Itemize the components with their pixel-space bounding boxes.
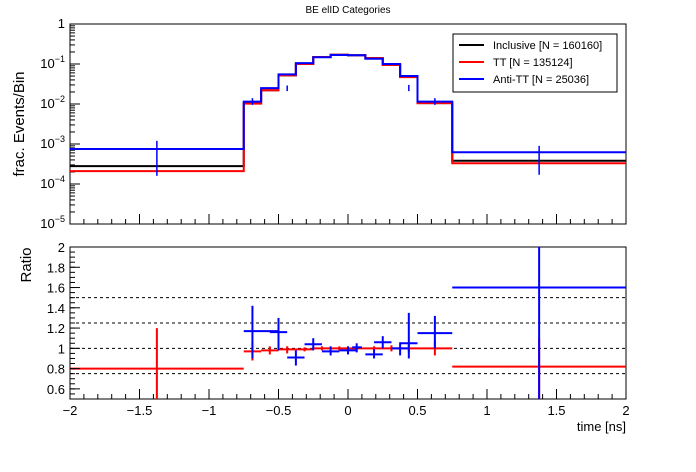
x-tick-label: −1 <box>202 403 217 418</box>
x-tick-label: 1.5 <box>547 403 565 418</box>
top-y-tick-label: 10−3 <box>40 134 65 151</box>
top-y-tick-label: 10−1 <box>40 54 65 71</box>
legend-label-tt: TT [N = 135124] <box>493 57 573 69</box>
bottom-y-tick-label: 1.4 <box>47 301 65 316</box>
legend-label-anti-tt: Anti-TT [N = 25036] <box>493 74 589 86</box>
x-tick-label: 0.5 <box>408 403 426 418</box>
top-y-axis-label: frac. Events/Bin <box>11 71 28 176</box>
x-axis-label: time [ns] <box>577 419 626 434</box>
top-y-tick-label: 10−5 <box>40 214 65 231</box>
x-tick-label: −2 <box>63 403 78 418</box>
top-histograms <box>70 53 626 173</box>
legend-label-inclusive: Inclusive [N = 160160] <box>493 40 602 52</box>
ratio-points <box>70 247 626 399</box>
top-x-axis-ticks <box>69 214 627 224</box>
bottom-y-tick-label: 1 <box>58 341 65 356</box>
chart-title: BE elID Categories <box>305 5 390 16</box>
bottom-y-tick-label: 0.6 <box>47 382 65 397</box>
x-tick-label: 0 <box>344 403 351 418</box>
bottom-y-axis: 0.6 0.8 1 1.2 1.4 1.6 1.8 2 <box>47 240 80 400</box>
bottom-y-tick-label: 1.6 <box>47 281 65 296</box>
x-tick-label: −0.5 <box>266 403 292 418</box>
bottom-y-tick-label: 0.8 <box>47 362 65 377</box>
bottom-panel: 0.6 0.8 1 1.2 1.4 1.6 1.8 2 −2 −1.5 −1 −0.5 0 0.5 1 1.… <box>18 240 630 434</box>
x-tick-label: 1 <box>483 403 490 418</box>
x-tick-label: −1.5 <box>127 403 153 418</box>
top-y-tick-label: 10−2 <box>40 94 65 111</box>
bottom-y-axis-label: Ratio <box>18 247 35 282</box>
histogram-series-2 <box>70 53 626 154</box>
x-tick-label: 2 <box>622 403 629 418</box>
top-error-bars <box>156 84 540 176</box>
legend: Inclusive [N = 160160] TT [N = 135124] A… <box>452 33 618 93</box>
top-y-tick-label: 1 <box>58 16 65 31</box>
top-panel: 1 10−1 10−2 10−3 10−4 10−5 frac. Events/Bin I… <box>11 16 627 231</box>
top-y-tick-label: 10−4 <box>40 174 65 191</box>
bottom-y-tick-label: 2 <box>58 240 65 255</box>
bottom-y-tick-label: 1.8 <box>47 260 65 275</box>
bottom-x-axis: −2 −1.5 −1 −0.5 0 0.5 1 1.5 2 <box>63 389 630 418</box>
bottom-y-tick-label: 1.2 <box>47 321 65 336</box>
